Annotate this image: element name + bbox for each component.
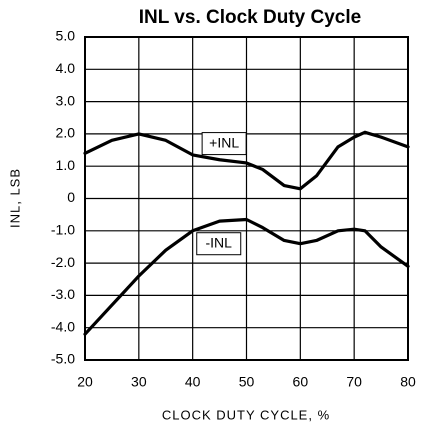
chart-title: INL vs. Clock Duty Cycle bbox=[139, 7, 361, 28]
y-tick-label: -2.0 bbox=[51, 254, 75, 270]
y-axis-title: INL, LSB bbox=[7, 168, 22, 228]
x-tick-label: 30 bbox=[131, 374, 147, 390]
x-tick-label: 20 bbox=[77, 374, 93, 390]
y-tick-label: 5.0 bbox=[56, 28, 76, 44]
series-label: -INL bbox=[206, 234, 233, 250]
y-tick-label: -1.0 bbox=[51, 222, 75, 238]
series-line bbox=[83, 130, 410, 191]
x-tick-label: 80 bbox=[400, 374, 416, 390]
y-tick-label: 4.0 bbox=[56, 60, 76, 76]
y-tick-label: 2.0 bbox=[56, 125, 76, 141]
x-axis-title: CLOCK DUTY CYCLE, % bbox=[162, 407, 330, 422]
x-tick-label: 50 bbox=[239, 374, 255, 390]
y-tick-label: -4.0 bbox=[51, 318, 75, 334]
x-tick-label: 40 bbox=[185, 374, 201, 390]
y-tick-label: 0 bbox=[67, 189, 75, 205]
series-label: +INL bbox=[209, 134, 239, 150]
x-tick-label: 70 bbox=[346, 374, 362, 390]
label-box bbox=[196, 232, 242, 256]
label-box bbox=[201, 132, 247, 156]
y-tick-label: -3.0 bbox=[51, 286, 75, 302]
plot-frame bbox=[84, 36, 409, 361]
y-tick-label: -5.0 bbox=[51, 351, 75, 367]
y-tick-label: 3.0 bbox=[56, 92, 76, 108]
x-tick-label: 60 bbox=[293, 374, 309, 390]
y-tick-label: 1.0 bbox=[56, 157, 76, 173]
series-line bbox=[83, 217, 410, 336]
